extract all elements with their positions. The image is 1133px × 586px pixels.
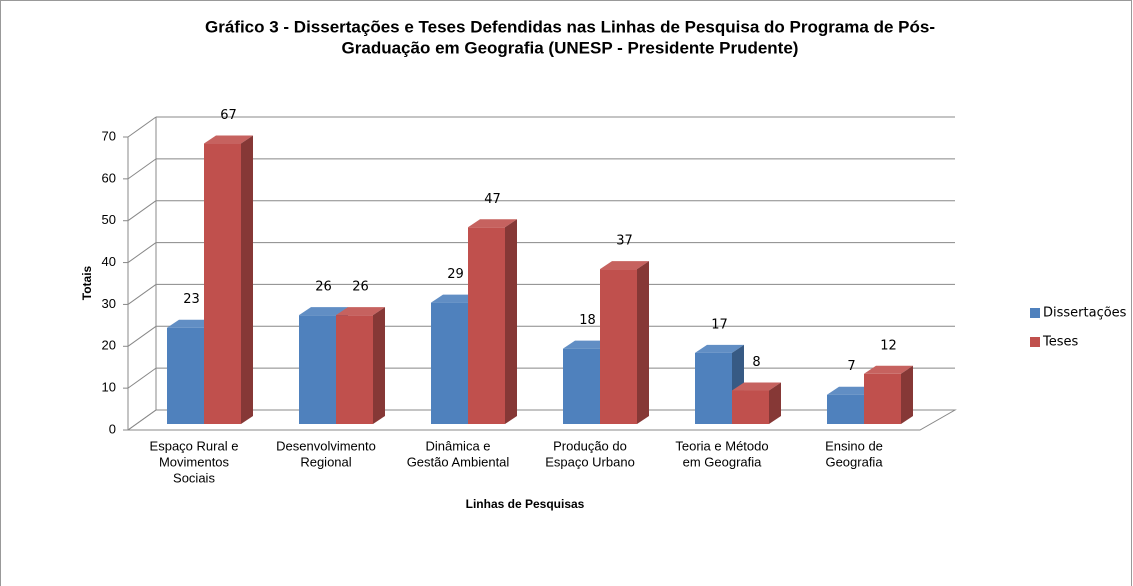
y-axis-title: Totais — [80, 265, 94, 300]
bar-front — [827, 394, 864, 424]
grid-line — [127, 242, 157, 263]
data-label: 12 — [880, 338, 897, 353]
bar-front — [336, 315, 373, 424]
legend-label: Dissertações — [1043, 306, 1127, 321]
bar-top — [167, 319, 216, 328]
x-axis-title: Linhas de Pesquisas — [466, 497, 585, 511]
bar-side — [241, 135, 253, 425]
x-tick-label: Espaço Rural e — [150, 438, 239, 453]
y-tick-label: 20 — [102, 338, 116, 353]
data-label: 8 — [752, 355, 760, 370]
bar-front — [864, 373, 901, 424]
bar-side — [373, 307, 385, 424]
data-label: 47 — [484, 192, 501, 207]
grid-line — [127, 158, 157, 180]
legend-swatch — [1030, 308, 1040, 318]
data-label: 26 — [315, 280, 332, 295]
legend-swatch — [1030, 337, 1040, 347]
y-tick-label: 70 — [102, 128, 116, 143]
data-label: 37 — [616, 234, 633, 249]
x-tick-label: Gestão Ambiental — [407, 454, 510, 469]
bar-top — [732, 382, 781, 391]
bar-front — [600, 269, 637, 424]
x-tick-label: Dinâmica e — [425, 438, 490, 453]
x-tick-label: Geografia — [825, 454, 883, 469]
bar-front — [431, 302, 468, 424]
bar-top — [563, 340, 612, 349]
grid-line — [127, 325, 157, 347]
y-tick-label: 50 — [102, 212, 116, 227]
x-tick-label: Sociais — [173, 470, 215, 485]
grid-line — [127, 116, 157, 138]
x-tick-label: Teoria e Método — [675, 438, 768, 453]
y-tick-label: 10 — [102, 380, 116, 395]
chart-title: Graduação em Geografia (UNESP - Presiden… — [342, 38, 799, 57]
data-label: 23 — [183, 292, 200, 307]
x-tick-label: Espaço Urbano — [545, 454, 635, 469]
bar-top — [431, 294, 480, 303]
bar-front — [299, 315, 336, 424]
bar-front — [563, 348, 600, 424]
x-tick-label: Ensino de — [825, 438, 883, 453]
bar-front — [167, 327, 204, 424]
grid-line — [127, 409, 157, 431]
y-tick-label: 40 — [102, 254, 116, 269]
bar-side — [901, 365, 913, 424]
bar-top — [695, 344, 744, 353]
y-tick-label: 30 — [102, 296, 116, 311]
grid-line — [127, 200, 157, 222]
bar-top — [204, 135, 253, 144]
data-label: 29 — [447, 267, 464, 282]
bar-front — [695, 352, 732, 424]
y-tick-label: 60 — [102, 170, 116, 185]
legend-label: Teses — [1042, 335, 1079, 350]
bar-top — [299, 307, 348, 316]
grid-line — [127, 367, 157, 389]
bar-top — [336, 307, 385, 316]
data-label: 26 — [352, 280, 369, 295]
bar-front — [204, 143, 241, 425]
bar-side — [637, 261, 649, 424]
bar-side — [505, 219, 517, 424]
x-tick-label: Desenvolvimento — [276, 438, 376, 453]
data-label: 67 — [220, 108, 237, 123]
y-tick-label: 0 — [109, 421, 116, 436]
data-label: 7 — [847, 359, 855, 374]
bar-top — [864, 365, 913, 374]
bar-top — [468, 219, 517, 228]
x-tick-label: em Geografia — [683, 454, 763, 469]
data-label: 17 — [711, 317, 728, 332]
x-tick-label: Produção do — [553, 438, 627, 453]
bar-front — [732, 390, 769, 424]
bar-front — [468, 227, 505, 424]
bar-top — [827, 386, 876, 395]
x-tick-label: Movimentos — [159, 454, 230, 469]
x-tick-label: Regional — [300, 454, 351, 469]
bar-side — [769, 382, 781, 424]
bar-top — [600, 261, 649, 270]
chart-title: Gráfico 3 - Dissertações e Teses Defendi… — [205, 17, 935, 36]
grid-line — [127, 284, 157, 305]
data-label: 18 — [579, 313, 596, 328]
